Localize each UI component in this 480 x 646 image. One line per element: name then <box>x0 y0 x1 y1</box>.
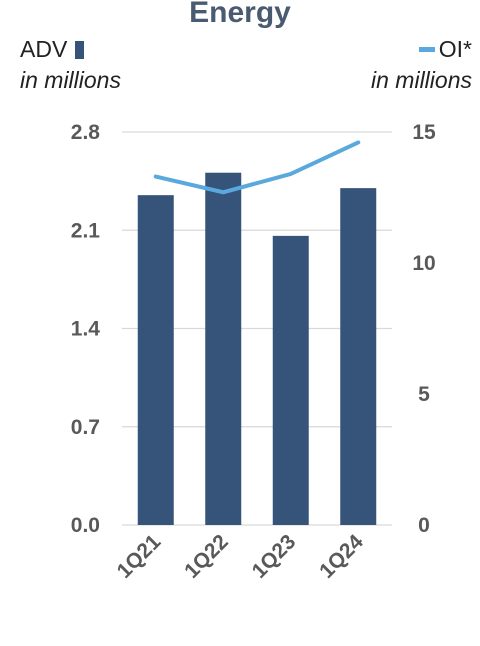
right-axis-unit: in millions <box>371 67 472 93</box>
left-tick-label: 2.8 <box>71 121 101 144</box>
legend-line-swatch <box>418 47 435 52</box>
right-tick-label: 10 <box>412 252 435 275</box>
legend-oi-label: OI* <box>438 36 472 62</box>
legend-left: ADV in millions <box>20 36 121 94</box>
x-tick-label: 1Q23 <box>248 530 301 583</box>
x-tick-label: 1Q24 <box>315 530 368 583</box>
left-tick-label: 2.1 <box>71 219 101 242</box>
bar-1Q24 <box>340 188 377 525</box>
bar-1Q21 <box>137 195 174 526</box>
right-tick-label: 15 <box>412 121 436 144</box>
left-tick-label: 0.0 <box>71 514 100 537</box>
chart-title: Energy <box>189 0 291 29</box>
legend-right: OI* in millions <box>371 36 472 94</box>
oi-line <box>153 140 361 195</box>
left-tick-label: 0.7 <box>71 416 100 439</box>
right-tick-label: 0 <box>418 514 430 537</box>
x-tick-label: 1Q22 <box>180 530 233 583</box>
bars <box>137 172 377 526</box>
left-tick-label: 1.4 <box>71 318 101 341</box>
left-axis-unit: in millions <box>20 67 121 93</box>
left-axis-ticks: 0.0 0.7 1.4 2.1 2.8 <box>71 121 101 537</box>
legend-adv-label: ADV <box>20 36 68 62</box>
bar-1Q23 <box>272 235 309 525</box>
right-axis-ticks: 0 5 10 15 <box>412 121 436 537</box>
x-axis-ticks: 1Q21 1Q22 1Q23 1Q24 <box>113 530 368 583</box>
right-tick-label: 5 <box>418 383 430 406</box>
legend-bar-swatch <box>75 41 85 59</box>
oi-series-line <box>153 140 361 195</box>
x-tick-label: 1Q21 <box>113 530 166 583</box>
bar-1Q22 <box>205 172 242 526</box>
